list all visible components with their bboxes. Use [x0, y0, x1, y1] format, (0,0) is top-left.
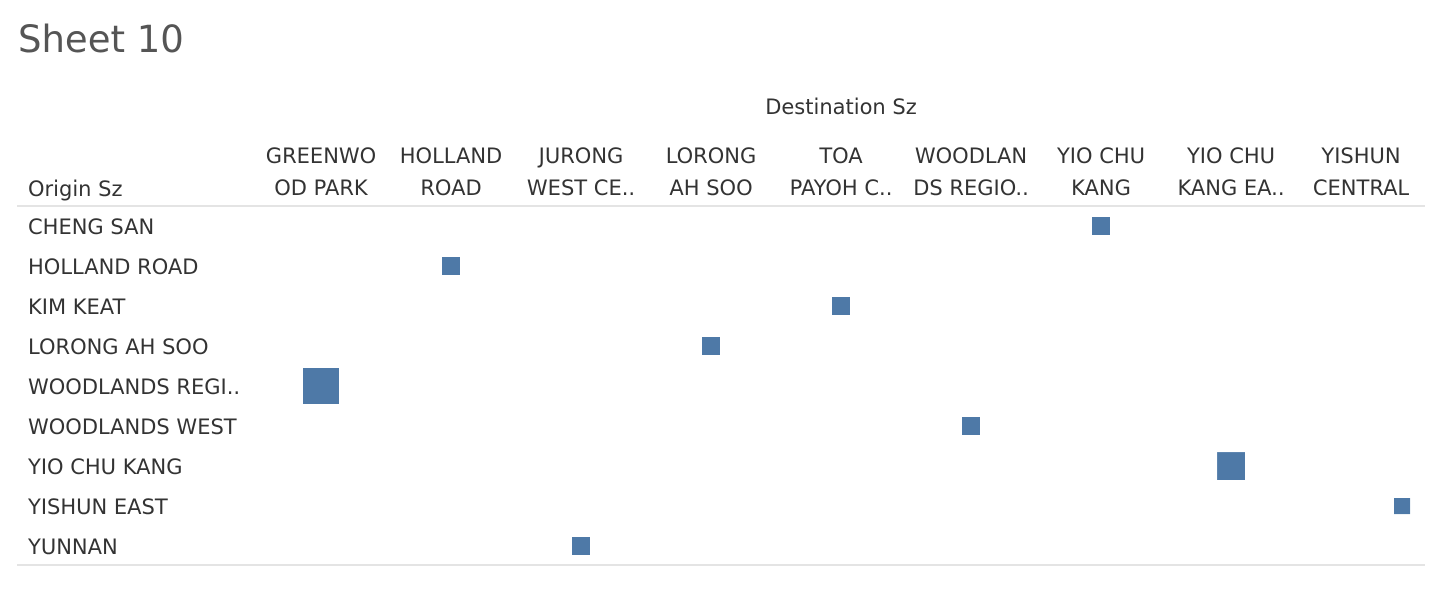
column-label: TOA	[818, 144, 863, 168]
marks	[303, 217, 1411, 555]
column-label: GREENWO	[266, 144, 376, 168]
row-label: HOLLAND ROAD	[28, 255, 198, 279]
column-label: JURONG	[537, 144, 624, 168]
column-label: KANG EA..	[1177, 176, 1284, 200]
column-label: WOODLAN	[915, 144, 1027, 168]
row-labels: CHENG SAN HOLLAND ROAD KIM KEAT LORONG AH S…	[27, 215, 240, 559]
row-label: KIM KEAT	[28, 295, 126, 319]
heatmap-mark[interactable]	[442, 257, 460, 275]
column-label: LORONG	[666, 144, 757, 168]
column-label: OD PARK	[274, 176, 369, 200]
heatmap-mark[interactable]	[1394, 498, 1411, 515]
row-axis-title: Origin Sz	[28, 177, 123, 201]
column-label: DS REGIO..	[913, 176, 1029, 200]
heatmap-mark[interactable]	[572, 537, 590, 555]
row-label: YIO CHU KANG	[27, 455, 182, 479]
column-label: ROAD	[420, 176, 481, 200]
column-label: WEST CE..	[527, 176, 635, 200]
row-label: LORONG AH SOO	[28, 335, 208, 359]
row-label: CHENG SAN	[28, 215, 154, 239]
column-label: AH SOO	[669, 176, 752, 200]
heatmap-mark[interactable]	[303, 368, 339, 404]
row-label: YISHUN EAST	[27, 495, 168, 519]
column-label: KANG	[1071, 176, 1131, 200]
column-label: HOLLAND	[400, 144, 502, 168]
column-labels: GREENWO OD PARK HOLLAND ROAD JURONG WEST CE..…	[266, 144, 1410, 200]
sheet-title: Sheet 10	[18, 18, 184, 61]
heatmap-mark[interactable]	[1092, 217, 1110, 235]
row-label: WOODLANDS WEST	[28, 415, 237, 439]
row-label: WOODLANDS REGI..	[28, 375, 240, 399]
column-label: YIO CHU	[1186, 144, 1275, 168]
heatmap-mark[interactable]	[962, 417, 980, 435]
heatmap-mark[interactable]	[702, 337, 720, 355]
column-label: PAYOH C..	[790, 176, 893, 200]
heatmap-mark[interactable]	[832, 297, 850, 315]
row-label: YUNNAN	[27, 535, 118, 559]
heatmap-mark[interactable]	[1217, 452, 1245, 480]
column-label: YIO CHU	[1056, 144, 1145, 168]
column-axis-title: Destination Sz	[765, 95, 917, 119]
column-label: CENTRAL	[1313, 176, 1410, 200]
column-label: YISHUN	[1320, 144, 1400, 168]
